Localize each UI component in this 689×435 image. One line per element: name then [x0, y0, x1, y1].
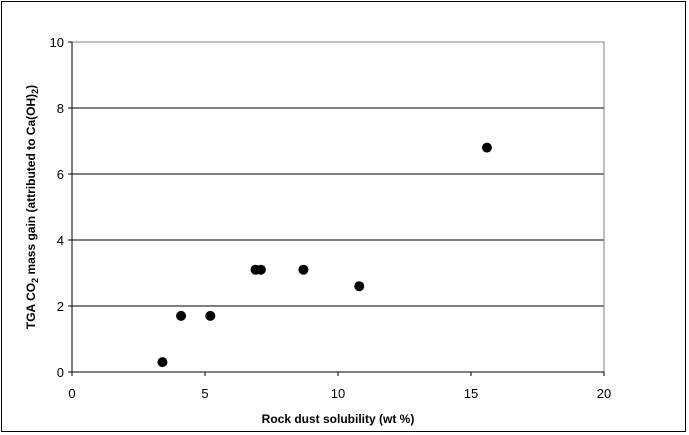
- data-point: [354, 281, 365, 292]
- x-axis-title: Rock dust solubility (wt %): [262, 412, 415, 426]
- x-tick-label: 10: [331, 386, 345, 401]
- data-point: [205, 310, 216, 321]
- y-tick-label: 10: [50, 35, 64, 50]
- x-tick-label: 20: [597, 386, 611, 401]
- data-point: [176, 310, 187, 321]
- y-axis-title: TGA CO2 mass gain (attributed to Ca(OH)2…: [24, 85, 40, 329]
- y-axis-title-part: TGA CO: [24, 283, 38, 329]
- data-point: [157, 357, 168, 368]
- y-axis-title-part: mass gain (attributed to Ca(OH): [24, 94, 38, 278]
- y-axis-title-part: ): [24, 85, 38, 89]
- x-tick-label: 5: [201, 386, 208, 401]
- x-tick-label: 15: [464, 386, 478, 401]
- y-axis-title-subscript: 2: [30, 89, 40, 94]
- y-axis-title-subscript: 2: [30, 278, 40, 283]
- y-tick-label: 6: [57, 167, 64, 182]
- gridlines: [72, 41, 604, 307]
- data-point: [298, 264, 309, 275]
- y-tick-label: 8: [57, 101, 64, 116]
- tick-labels: 0 2 4 6 8 10 0 5 10 15 20: [50, 35, 612, 401]
- plot-area: [71, 41, 605, 373]
- y-tick-label: 4: [57, 233, 64, 248]
- y-tick-label: 0: [57, 365, 64, 380]
- y-tick-label: 2: [57, 299, 64, 314]
- axes: [68, 41, 605, 376]
- x-tick-label: 0: [68, 386, 75, 401]
- data-point: [481, 142, 492, 153]
- data-point: [255, 264, 266, 275]
- data-points: [157, 142, 492, 368]
